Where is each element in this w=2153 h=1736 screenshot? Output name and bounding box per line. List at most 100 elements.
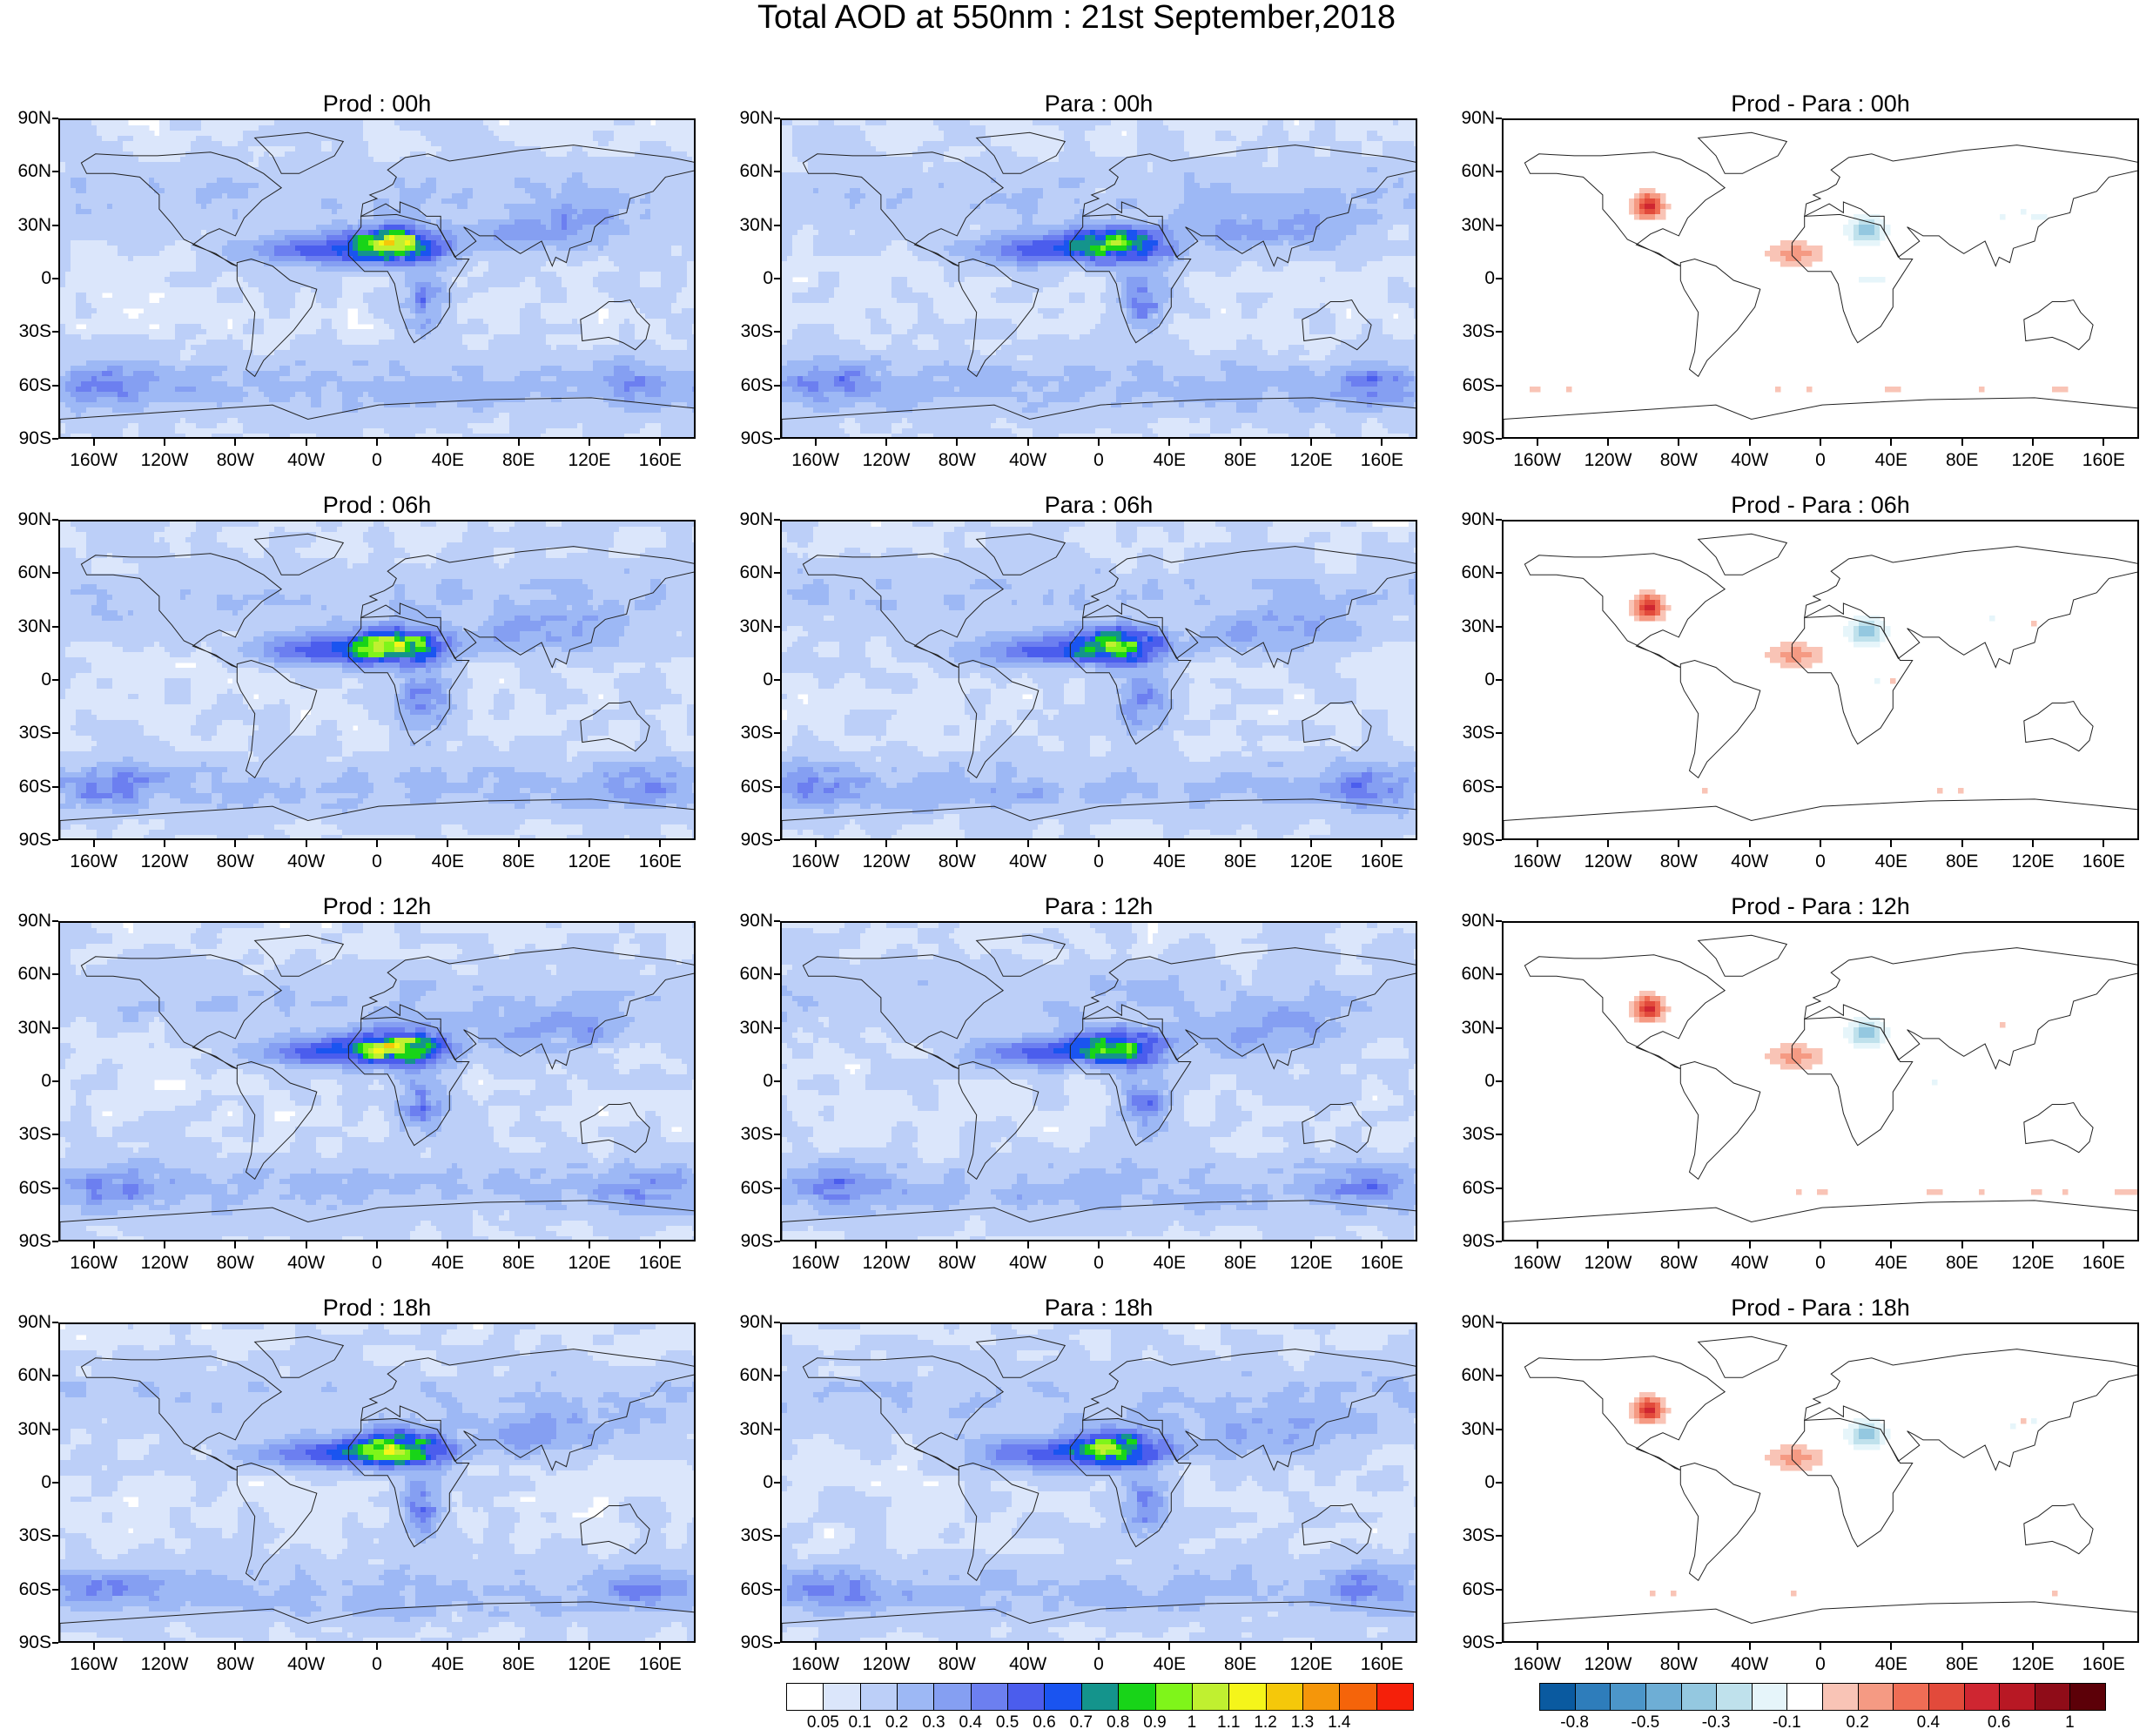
lon-tick: [1607, 1241, 1609, 1248]
lon-tick: [1749, 840, 1751, 847]
lon-tick-label: 80W: [922, 1655, 992, 1674]
lon-tick: [2103, 439, 2104, 446]
lon-tick-label: 80E: [484, 1254, 554, 1273]
lat-tick: [1496, 1642, 1502, 1644]
lon-tick-label: 120W: [1573, 1254, 1643, 1273]
lat-tick-label: 90S: [1, 1633, 51, 1652]
lon-tick: [1240, 439, 1241, 446]
lat-tick: [1496, 679, 1502, 681]
lon-tick-label: 120W: [851, 1254, 921, 1273]
lat-tick-label: 30S: [723, 1526, 773, 1545]
lat-tick-label: 90S: [1, 429, 51, 448]
lon-tick: [306, 439, 307, 446]
lat-tick: [774, 171, 780, 172]
lon-tick-label: 0: [1064, 852, 1134, 871]
lat-tick: [774, 385, 780, 387]
lat-tick-label: 0: [1444, 269, 1495, 288]
lon-tick-label: 160E: [2069, 852, 2138, 871]
lon-tick: [518, 1643, 520, 1650]
lon-tick: [1961, 840, 1963, 847]
lon-tick: [164, 840, 165, 847]
colorbar-cell: [1081, 1683, 1119, 1711]
lat-tick: [774, 1134, 780, 1135]
lon-tick: [815, 1643, 817, 1650]
lat-tick-label: 60S: [723, 1179, 773, 1198]
map-panel: Prod - Para : 06h 90N 60N 30N 0 30S 60S 90S 160W…: [1502, 520, 2139, 840]
lon-tick-label: 160W: [1503, 451, 1572, 470]
lat-tick-label: 30S: [1, 322, 51, 341]
lon-tick: [1537, 840, 1538, 847]
lon-tick: [589, 1643, 590, 1650]
lon-tick-label: 0: [1786, 852, 1855, 871]
lon-tick-label: 0: [1064, 451, 1134, 470]
lat-tick: [52, 519, 58, 521]
lon-tick: [885, 439, 887, 446]
lat-tick-label: 90N: [1, 510, 51, 529]
lat-tick-label: 30N: [723, 1420, 773, 1439]
difference-field: [1629, 589, 2037, 794]
lon-tick: [2032, 1643, 2034, 1650]
lon-tick-label: 80E: [1928, 852, 1997, 871]
lat-tick-label: 0: [1, 1473, 51, 1492]
lon-tick: [164, 1241, 165, 1248]
lat-tick: [52, 1429, 58, 1430]
colorbar-cell: [823, 1683, 860, 1711]
map-frame: [780, 1322, 1417, 1643]
lat-tick: [1496, 920, 1502, 922]
lat-tick: [774, 1589, 780, 1591]
lon-tick-label: 160E: [1347, 852, 1416, 871]
lon-tick: [885, 1241, 887, 1248]
lon-tick-label: 80W: [922, 451, 992, 470]
colorbar-cell: [1339, 1683, 1376, 1711]
lat-tick: [1496, 1027, 1502, 1029]
colorbar-cell: [1822, 1683, 1859, 1711]
lat-tick: [52, 278, 58, 279]
lon-tick: [234, 1241, 236, 1248]
lon-tick: [2103, 1241, 2104, 1248]
lat-tick: [52, 1642, 58, 1644]
lon-tick-label: 40W: [1715, 852, 1785, 871]
lat-tick-label: 60S: [1, 1580, 51, 1599]
colorbar-cell: [2035, 1683, 2071, 1711]
lat-tick: [52, 1027, 58, 1029]
lon-tick-label: 160W: [781, 1254, 851, 1273]
lat-tick-label: 30S: [1444, 723, 1495, 743]
map-panel: Para : 18h 90N 60N 30N 0 30S 60S 90S 160W 120W 80W…: [780, 1322, 1417, 1643]
lat-tick: [52, 1375, 58, 1376]
map-frame: [58, 1322, 696, 1643]
lon-tick: [956, 840, 958, 847]
lon-tick-label: 120E: [555, 1254, 624, 1273]
lat-tick: [1496, 732, 1502, 734]
coastlines: [1504, 534, 2139, 840]
lon-tick: [1678, 1241, 1679, 1248]
lon-tick-label: 80W: [922, 1254, 992, 1273]
lat-tick-label: 0: [723, 1473, 773, 1492]
colorbar-cell: [1228, 1683, 1266, 1711]
lat-tick: [52, 973, 58, 975]
panel-title: Prod - Para : 12h: [1502, 893, 2139, 919]
colorbar-cell: [860, 1683, 898, 1711]
lat-tick-label: 0: [723, 670, 773, 690]
map-plot: [60, 521, 696, 840]
lat-tick-label: 60S: [723, 777, 773, 797]
lat-tick: [52, 920, 58, 922]
lon-tick-label: 0: [342, 1655, 412, 1674]
lon-tick: [1240, 840, 1241, 847]
lon-tick-label: 120E: [555, 852, 624, 871]
map-panel: Prod - Para : 12h 90N 60N 30N 0 30S 60S 90S 160W…: [1502, 921, 2139, 1241]
lon-tick: [1027, 1241, 1029, 1248]
colorbar-cell: [1118, 1683, 1155, 1711]
lat-tick: [1496, 1535, 1502, 1537]
colorbar-label: 0.2: [1832, 1714, 1884, 1732]
lon-tick-label: 40W: [993, 1254, 1063, 1273]
lon-tick: [1890, 1241, 1892, 1248]
colorbar-cell: [1376, 1683, 1414, 1711]
colorbar-cell: [1302, 1683, 1340, 1711]
lat-tick-label: 60S: [1444, 1179, 1495, 1198]
lat-tick: [52, 438, 58, 440]
lon-tick-label: 80W: [1644, 1254, 1713, 1273]
lon-tick-label: 160W: [59, 852, 129, 871]
lat-tick-label: 30S: [1444, 322, 1495, 341]
lon-tick-label: 160W: [59, 1655, 129, 1674]
map-panel: Para : 00h 90N 60N 30N 0 30S 60S 90S 160W 120W 80W…: [780, 118, 1417, 439]
